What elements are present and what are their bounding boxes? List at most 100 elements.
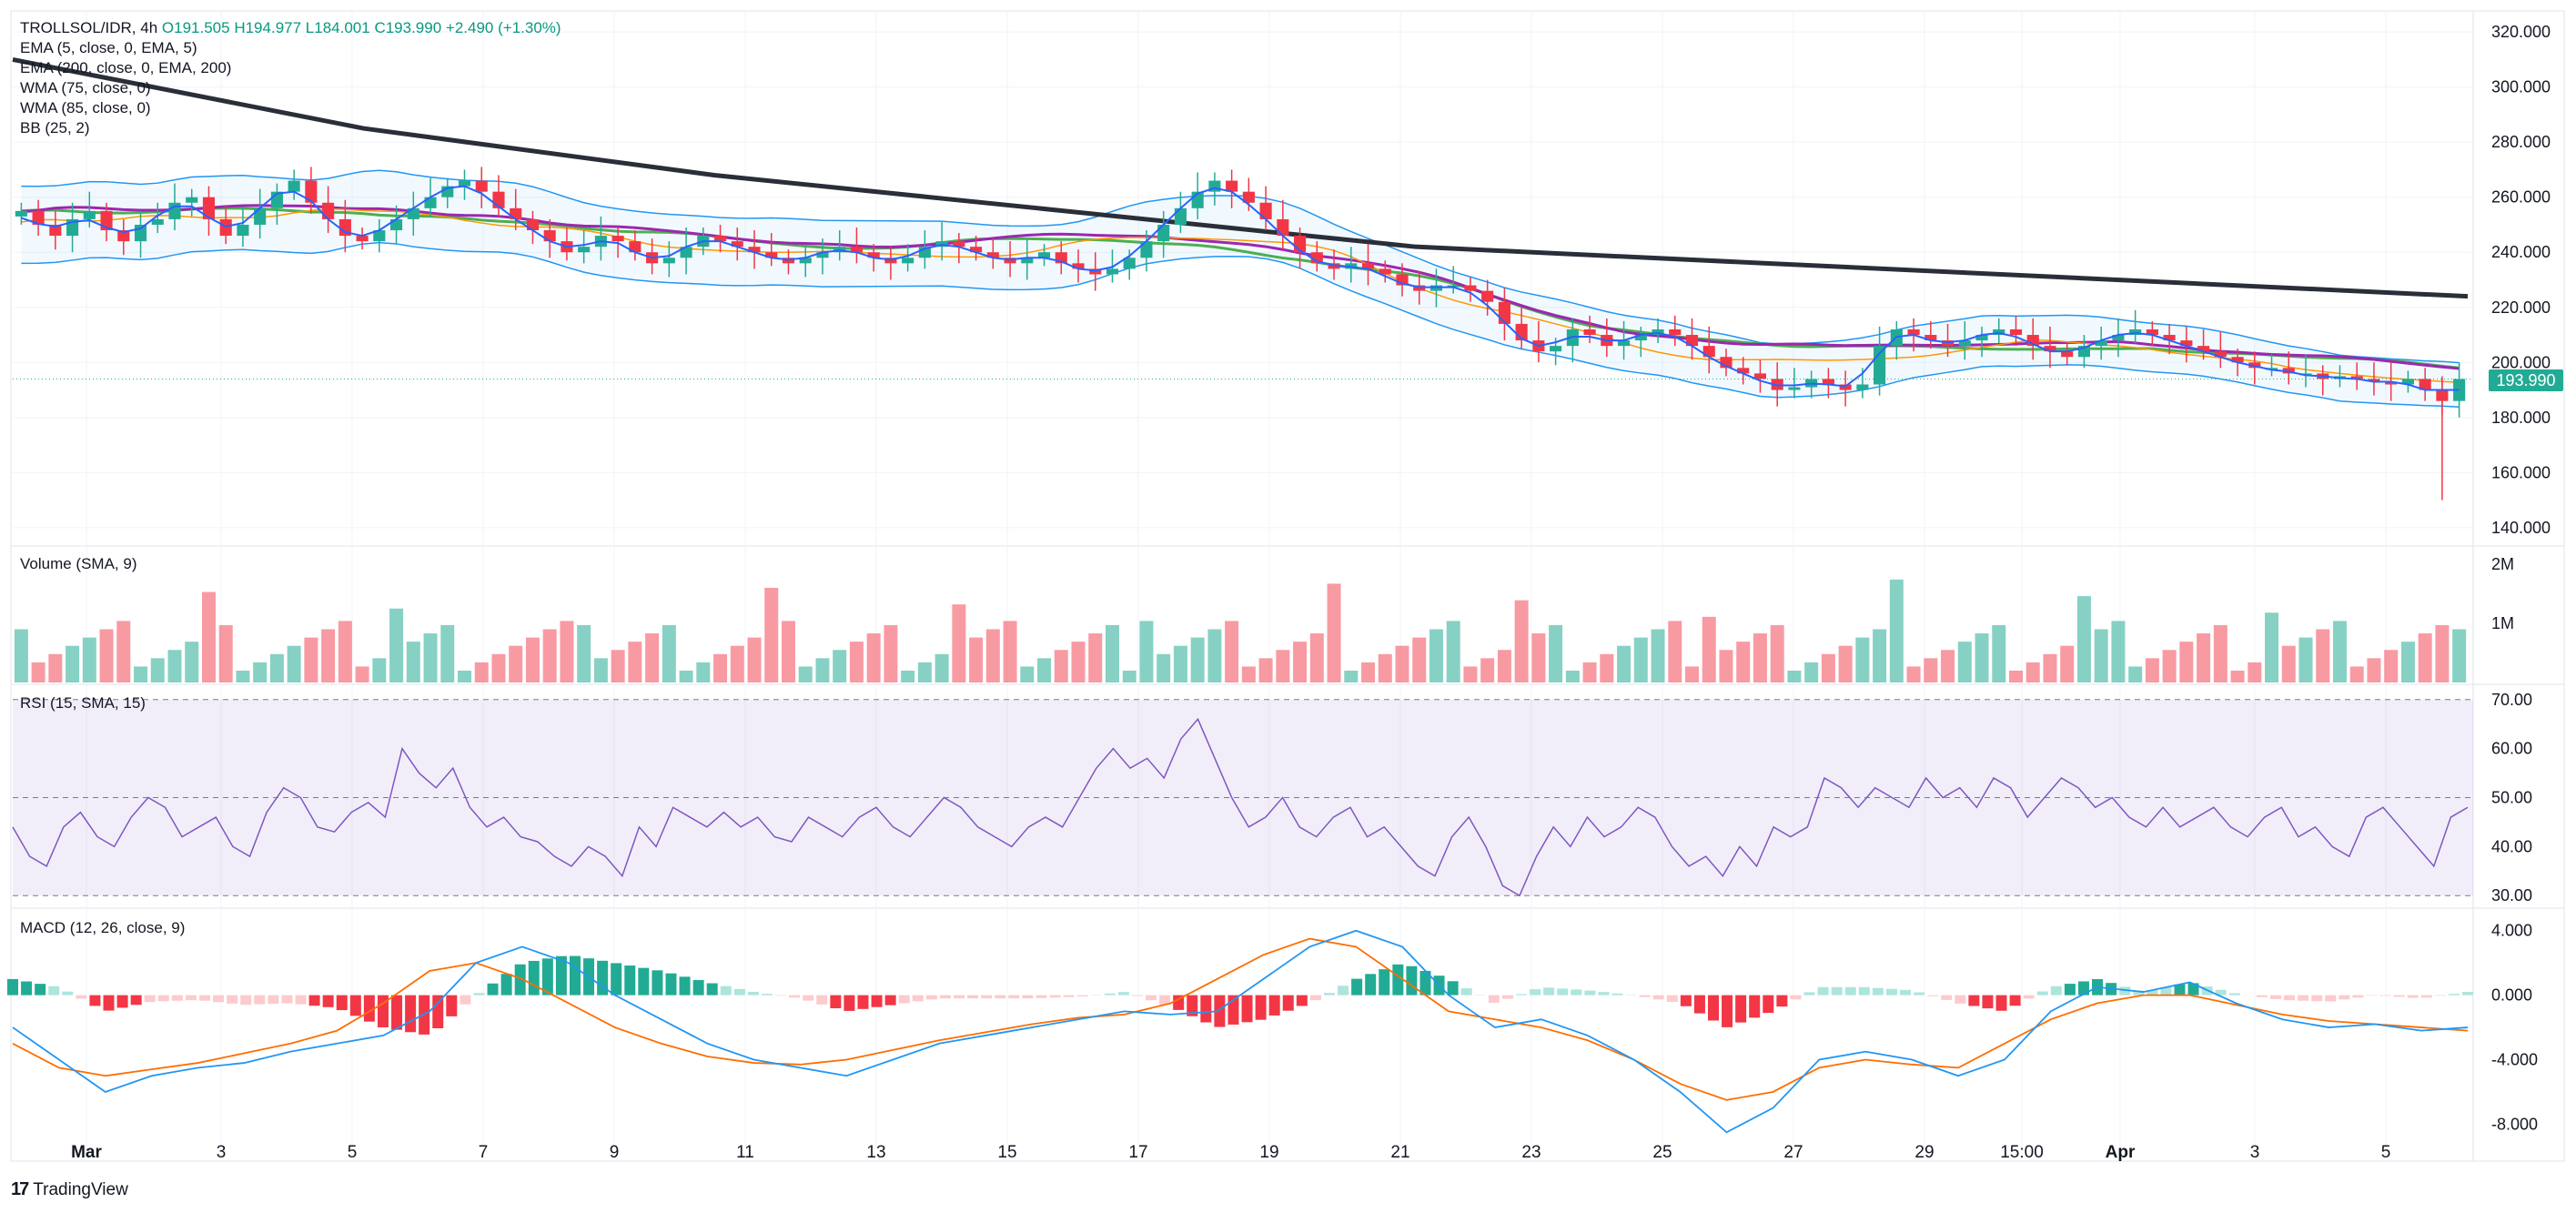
macd-histogram-bar	[48, 986, 60, 996]
volume-bar	[1582, 662, 1597, 682]
volume-bar	[372, 658, 387, 682]
volume-bar	[866, 633, 881, 682]
volume-bar	[2060, 645, 2075, 682]
volume-bar	[423, 633, 438, 682]
high-value: H194.977	[234, 19, 302, 36]
volume-bar	[696, 662, 711, 682]
volume-bar	[474, 662, 489, 682]
macd-histogram-bar	[624, 965, 636, 996]
macd-histogram-bar	[2160, 986, 2172, 996]
macd-histogram-bar	[227, 995, 238, 1004]
price-axis-label: 220.000	[2491, 298, 2551, 317]
candle-body	[356, 236, 369, 242]
candle-body	[1907, 329, 1920, 336]
candle-body	[134, 224, 147, 242]
macd-histogram-bar	[322, 995, 334, 1007]
volume-bar	[1003, 621, 1017, 682]
candle-body	[2368, 379, 2380, 382]
candle-body	[953, 241, 965, 248]
rsi-axis-label: 50.00	[2491, 789, 2532, 807]
macd-histogram-bar	[1488, 995, 1500, 1003]
volume-bar	[781, 621, 795, 682]
indicator-ema200[interactable]: EMA (200, close, 0, EMA, 200)	[20, 59, 232, 76]
tradingview-logo[interactable]: 17 TradingView	[11, 1179, 128, 1200]
volume-bar	[2281, 645, 2296, 682]
price-pane[interactable]	[12, 56, 2473, 500]
volume-bar	[1225, 621, 1239, 682]
macd-histogram-bar	[1351, 978, 1363, 996]
volume-bar	[730, 645, 744, 682]
volume-pane[interactable]	[14, 579, 2467, 682]
macd-histogram-bar	[1241, 995, 1253, 1023]
macd-histogram-bar	[2215, 989, 2227, 996]
volume-bar	[2043, 653, 2057, 682]
volume-bar	[560, 621, 574, 682]
macd-histogram-bar	[254, 995, 266, 1005]
macd-histogram-bar	[473, 993, 485, 996]
indicator-bb[interactable]: BB (25, 2)	[20, 119, 90, 136]
macd-histogram-bar	[446, 995, 458, 1016]
candle-body	[731, 241, 743, 248]
macd-histogram-bar	[1419, 970, 1431, 996]
macd-histogram-bar	[2256, 995, 2268, 997]
volume-bar	[798, 666, 813, 682]
macd-histogram-bar	[611, 963, 622, 996]
bollinger-fill	[21, 170, 2460, 408]
macd-histogram-bar	[1309, 995, 1321, 1001]
indicator-wma85[interactable]: WMA (85, close, 0)	[20, 99, 151, 116]
price-axis-label: 300.000	[2491, 78, 2551, 96]
candle-body	[83, 210, 96, 219]
macd-histogram-bar	[2325, 995, 2337, 1002]
indicator-wma75[interactable]: WMA (75, close, 0)	[20, 79, 151, 96]
candle-body	[32, 210, 45, 225]
macd-histogram-bar	[460, 995, 471, 1005]
candle-body	[1634, 335, 1647, 341]
volume-bar	[1463, 666, 1478, 682]
macd-histogram-bar	[514, 964, 526, 996]
macd-histogram-bar	[1708, 995, 1720, 1021]
rsi-pane[interactable]	[12, 699, 2473, 897]
macd-line	[12, 929, 2469, 1134]
macd-histogram-bar	[1817, 986, 1829, 996]
macd-title[interactable]: MACD (12, 26, close, 9)	[20, 919, 186, 936]
rsi-title[interactable]: RSI (15, SMA, 15)	[20, 694, 146, 712]
macd-histogram-bar	[1501, 995, 1513, 999]
volume-bar	[1190, 637, 1205, 682]
x-tick-label: Apr	[2106, 1143, 2136, 1162]
indicator-ema5[interactable]: EMA (5, close, 0, EMA, 5)	[20, 39, 197, 56]
volume-bar	[611, 650, 625, 682]
macd-histogram-bar	[1557, 988, 1569, 996]
macd-histogram-bar	[692, 980, 704, 996]
macd-histogram-bar	[1735, 995, 1747, 1023]
symbol-label[interactable]: TROLLSOL/IDR, 4h	[20, 19, 158, 36]
volume-axis-label: 1M	[2491, 614, 2514, 632]
macd-histogram-bar	[1008, 995, 1020, 999]
candle-body	[1413, 285, 1426, 291]
macd-histogram-bar	[1885, 988, 1897, 996]
volume-bar	[1309, 633, 1324, 682]
macd-histogram-bar	[185, 995, 197, 1001]
volume-bar	[934, 653, 949, 682]
x-tick-label: Mar	[71, 1143, 102, 1162]
macd-pane[interactable]	[7, 929, 2473, 1134]
volume-bar	[236, 671, 250, 682]
volume-bar	[2025, 662, 2040, 682]
macd-histogram-bar	[1652, 995, 1664, 1000]
candle-body	[1685, 335, 1699, 347]
macd-histogram-bar	[898, 995, 910, 1004]
volume-bar	[1549, 624, 1563, 682]
macd-histogram-bar	[679, 976, 691, 996]
macd-histogram-bar	[2147, 990, 2158, 996]
volume-title[interactable]: Volume (SMA, 9)	[20, 555, 137, 572]
candle-body	[1328, 263, 1340, 269]
x-tick-label: 17	[1128, 1143, 1147, 1162]
candle-body	[1993, 329, 2005, 336]
volume-bar	[1804, 662, 1819, 682]
ema200-line	[12, 56, 2469, 299]
candle-body	[168, 202, 181, 219]
volume-bar	[338, 621, 352, 682]
macd-histogram-bar	[1666, 995, 1678, 1002]
rsi-axis-label: 30.00	[2491, 886, 2532, 905]
volume-bar	[833, 650, 847, 682]
